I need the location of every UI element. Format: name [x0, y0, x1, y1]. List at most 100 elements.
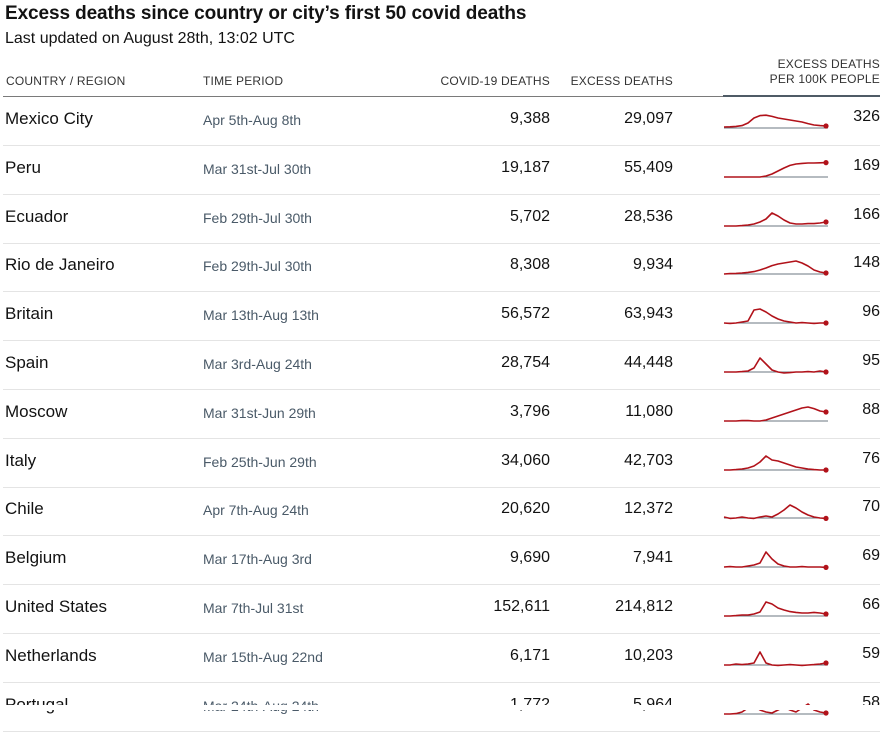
cell-country: Belgium	[5, 548, 67, 568]
sparkline-series	[724, 650, 827, 666]
cell-excess-deaths: 55,409	[624, 158, 673, 176]
sparkline-endpoint	[823, 516, 829, 522]
excess-deaths-sparkline	[724, 159, 829, 178]
cell-covid-deaths: 34,060	[501, 451, 550, 469]
cell-excess-deaths: 44,448	[624, 354, 673, 371]
cell-excess-per-100k: 70	[862, 498, 880, 516]
column-header-period[interactable]: TIME PERIOD	[203, 74, 284, 88]
cell-country: Spain	[5, 353, 49, 372]
cell-time-period: Apr 7th-Aug 24th	[203, 502, 309, 519]
sorted-column-indicator	[723, 95, 880, 97]
cell-time-period: Feb 29th-Jul 30th	[203, 258, 312, 275]
chart-subtitle: Last updated on August 28th, 13:02 UTC	[5, 30, 295, 47]
cell-covid-deaths: 5,702	[509, 207, 550, 225]
sparkline-endpoint	[823, 218, 829, 225]
sparkline-series	[724, 161, 827, 178]
cell-covid-deaths: 9,388	[509, 110, 550, 127]
excess-deaths-sparkline	[723, 260, 829, 276]
chart-title: Excess deaths since country or city’s fi…	[5, 3, 527, 24]
excess-deaths-sparkline	[724, 405, 829, 422]
cell-excess-per-100k: 76	[862, 449, 880, 467]
excess-deaths-sparkline	[723, 504, 829, 522]
table-row[interactable]: Chile Apr 7th-Aug 24th 20,620 12,372 70	[0, 487, 880, 537]
cell-country: Rio de Janeiro	[5, 255, 115, 275]
column-header-per-100k-line2: PER 100K PEOPLE	[769, 72, 880, 86]
cell-time-period: Feb 25th-Jun 29th	[203, 453, 317, 470]
table-row[interactable]: Ecuador Feb 29th-Jul 30th 5,702 28,536 166	[0, 195, 880, 244]
column-header-excess-deaths[interactable]: EXCESS DEATHS	[570, 74, 673, 88]
sparkline-series	[724, 405, 827, 422]
cell-excess-deaths: 11,080	[625, 402, 673, 420]
cell-covid-deaths: 3,796	[509, 402, 550, 420]
header-divider	[3, 96, 723, 97]
table-row[interactable]: Rio de Janeiro Feb 29th-Jul 30th 8,308 9,93…	[0, 243, 880, 293]
bottom-fade	[0, 705, 895, 710]
table-row[interactable]: Peru Mar 31st-Jul 30th 19,187 55,409 169	[0, 146, 880, 195]
column-header-country[interactable]: COUNTRY / REGION	[6, 74, 126, 88]
cell-country: Chile	[5, 499, 44, 519]
cell-country: Ecuador	[5, 206, 69, 226]
table-row[interactable]: United States Mar 7th-Jul 31st 152,611 214,…	[0, 585, 880, 634]
cell-covid-deaths: 28,754	[501, 354, 550, 371]
row-divider	[3, 437, 880, 439]
row-divider	[3, 535, 880, 537]
table-row[interactable]: Italy Feb 25th-Jun 29th 34,060 42,703 76	[0, 439, 880, 488]
cell-excess-per-100k: 148	[853, 254, 880, 272]
cell-covid-deaths: 20,620	[501, 500, 550, 518]
excess-deaths-sparkline	[724, 601, 829, 617]
excess-deaths-sparkline	[723, 551, 829, 571]
sparkline-endpoint	[823, 270, 829, 276]
table-row[interactable]: Spain Mar 3rd-Aug 24th 28,754 44,448 95	[0, 341, 880, 390]
table-row[interactable]: Mexico City Apr 5th-Aug 8th 9,388 29,097 326	[0, 97, 880, 146]
cell-excess-per-100k: 88	[862, 400, 880, 418]
cell-country: Britain	[5, 304, 54, 324]
sparkline-endpoint	[823, 466, 829, 473]
row-divider	[3, 389, 880, 390]
cell-covid-deaths: 19,187	[501, 158, 550, 176]
cell-country: Italy	[5, 450, 37, 470]
sparkline-series	[723, 308, 826, 325]
row-divider	[3, 584, 880, 586]
excess-deaths-sparkline	[724, 650, 829, 666]
sparkline-series	[724, 454, 826, 471]
cell-excess-per-100k: 169	[853, 156, 880, 174]
cell-covid-deaths: 9,690	[509, 549, 550, 567]
table-row[interactable]: Britain Mar 13th-Aug 13th 56,572 63,943 96	[0, 292, 880, 342]
column-header-per-100k[interactable]: EXCESS DEATHS PER 100K PEOPLE	[700, 57, 880, 87]
cell-time-period: Mar 17th-Aug 3rd	[203, 551, 312, 568]
cell-excess-per-100k: 326	[853, 108, 880, 125]
sparkline-series	[724, 357, 827, 374]
cell-country: Peru	[5, 157, 41, 177]
cell-covid-deaths: 56,572	[501, 305, 550, 323]
sparkline-endpoint	[823, 369, 829, 375]
row-divider	[3, 242, 880, 244]
cell-country: Moscow	[5, 401, 68, 421]
cell-time-period: Mar 31st-Jul 30th	[203, 160, 312, 177]
column-header-per-100k-line1: EXCESS DEATHS	[777, 57, 880, 71]
cell-time-period: Feb 29th-Jul 30th	[203, 209, 312, 226]
cell-excess-per-100k: 96	[862, 303, 880, 321]
sparkline-endpoint	[823, 320, 829, 326]
excess-deaths-sparkline	[723, 308, 829, 326]
sparkline-endpoint	[823, 409, 829, 415]
excess-deaths-sparkline	[724, 357, 829, 375]
cell-excess-deaths: 63,943	[624, 305, 673, 323]
table-row[interactable]: Belgium Mar 17th-Aug 3rd 9,690 7,941 69	[0, 536, 880, 586]
cell-time-period: Mar 3rd-Aug 24th	[203, 356, 312, 372]
row-divider	[3, 291, 880, 293]
cell-time-period: Mar 7th-Jul 31st	[203, 600, 304, 616]
cell-excess-deaths: 7,941	[632, 549, 673, 567]
sparkline-endpoint	[823, 709, 829, 716]
excess-deaths-sparkline	[723, 114, 829, 129]
cell-covid-deaths: 8,308	[509, 256, 550, 274]
column-header-covid-deaths[interactable]: COVID-19 DEATHS	[440, 74, 550, 88]
cell-country: Netherlands	[5, 645, 97, 665]
cell-excess-per-100k: 66	[862, 596, 880, 613]
cell-excess-deaths: 9,934	[632, 256, 673, 274]
sparkline-series	[723, 114, 827, 128]
sparkline-series	[724, 211, 827, 227]
table-row[interactable]: Netherlands Mar 15th-Aug 22nd 6,171 10,203 5…	[0, 634, 880, 683]
cell-excess-per-100k: 69	[862, 547, 880, 565]
table-row[interactable]: Moscow Mar 31st-Jun 29th 3,796 11,080 88	[0, 390, 880, 439]
sparkline-endpoint	[823, 159, 829, 165]
